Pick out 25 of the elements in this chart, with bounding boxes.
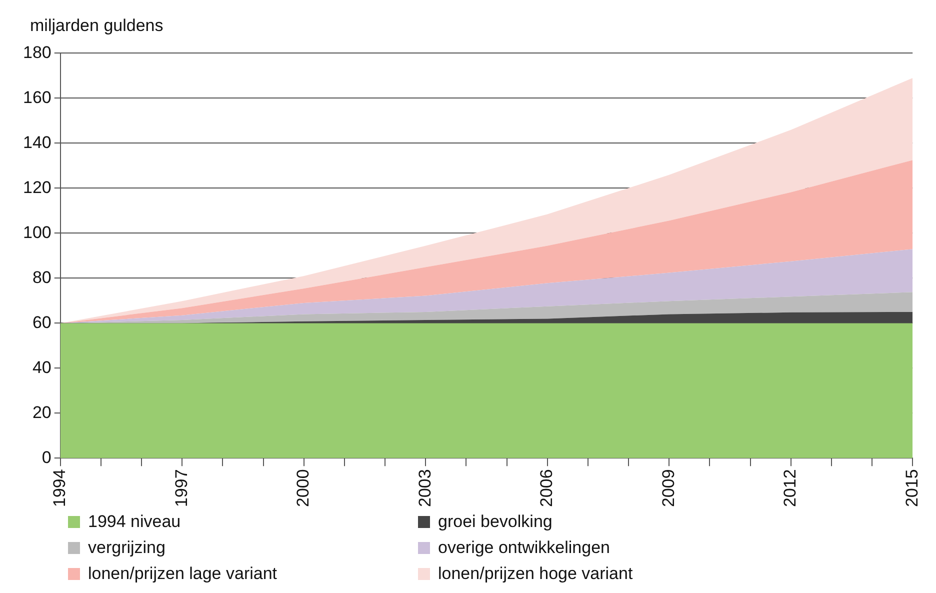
x-tick-label: 2003 — [415, 469, 434, 508]
y-tick-label: 160 — [22, 88, 52, 107]
legend-label: vergrijzing — [88, 538, 166, 558]
legend-label: overige ontwikkelingen — [438, 538, 610, 558]
x-tick-label: 2009 — [658, 469, 678, 508]
x-tick-label: 1997 — [172, 469, 191, 508]
y-tick-label: 40 — [32, 358, 52, 377]
y-tick-label: 20 — [32, 402, 52, 422]
y-tick-label: 0 — [42, 448, 52, 467]
x-tick-label: 1994 — [50, 469, 70, 508]
legend-label: 1994 niveau — [88, 512, 181, 532]
x-tick-label: 2012 — [780, 469, 800, 508]
y-tick-label: 180 — [22, 42, 52, 62]
y-tick-label: 80 — [32, 268, 52, 287]
legend-label: lonen/prijzen lage variant — [88, 564, 278, 584]
y-tick-label: 100 — [22, 222, 52, 242]
y-tick-label: 120 — [22, 178, 52, 197]
x-tick-label: 2000 — [294, 469, 313, 508]
y-tick-label: 140 — [22, 132, 52, 152]
legend-label: lonen/prijzen hoge variant — [438, 564, 633, 584]
y-axis-title: miljarden guldens — [30, 16, 164, 36]
legend-label: groei bevolking — [438, 512, 552, 532]
x-tick-label: 2015 — [902, 469, 922, 508]
x-tick-label: 2006 — [537, 469, 556, 508]
y-tick-label: 60 — [32, 312, 52, 332]
